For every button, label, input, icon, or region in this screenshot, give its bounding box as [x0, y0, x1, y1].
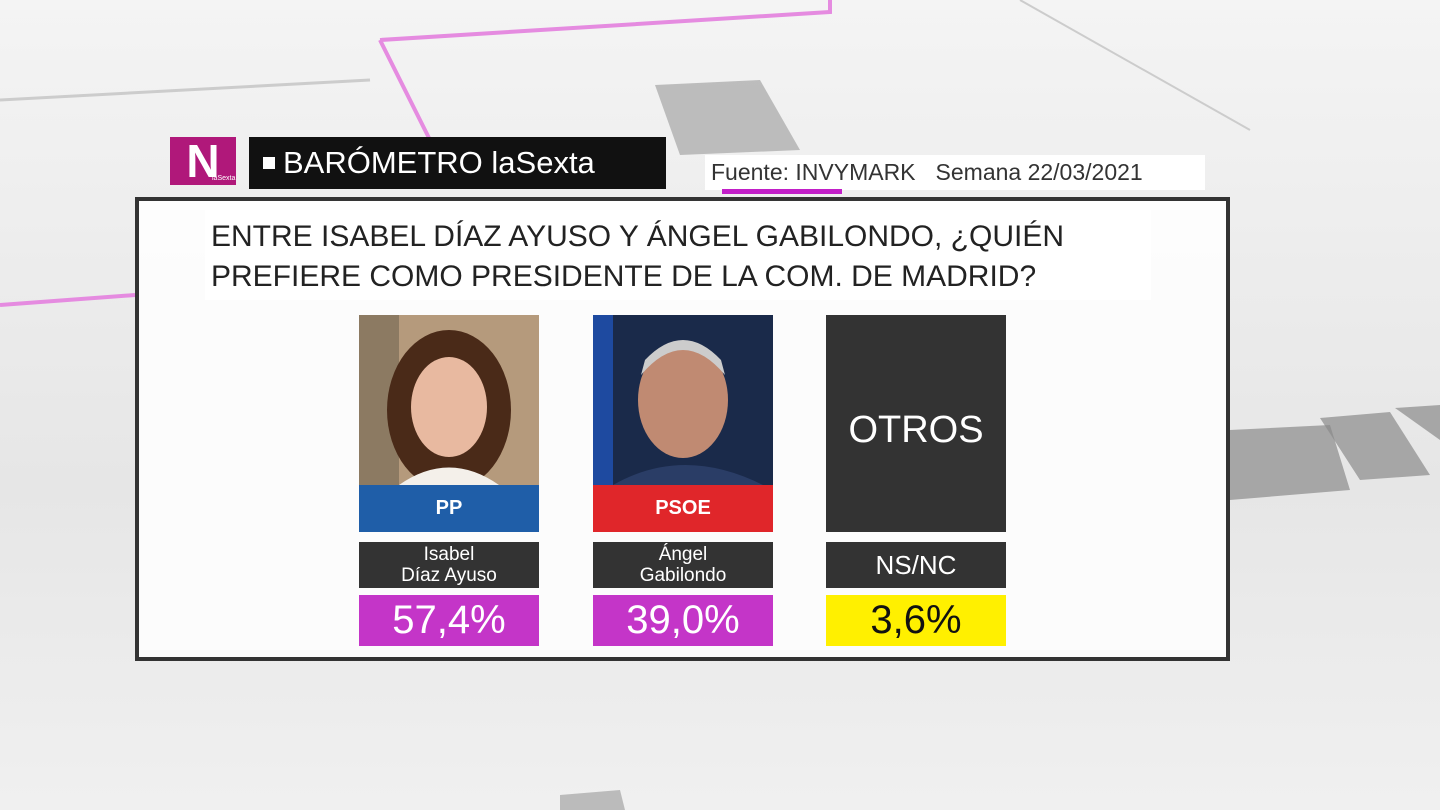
result: 3,6% [826, 595, 1006, 646]
result: 39,0% [593, 595, 773, 646]
channel-logo: N [170, 137, 236, 185]
question-line: PREFIERE COMO PRESIDENTE DE LA COM. DE M… [211, 260, 1037, 293]
week: Semana 22/03/2021 [935, 159, 1143, 185]
name-line: Díaz Ayuso [401, 565, 497, 586]
candidate-name: Isabel Díaz Ayuso [359, 542, 539, 588]
result: 57,4% [359, 595, 539, 646]
candidate-photo [593, 315, 773, 485]
name-line: NS/NC [875, 550, 957, 580]
party-badge: PP [359, 485, 539, 532]
title: BARÓMETRO laSexta [249, 137, 666, 189]
name-line: Isabel [423, 544, 475, 565]
candidate-name: Ángel Gabilondo [593, 542, 773, 588]
other-card: OTROS [826, 315, 1006, 532]
party-badge: PSOE [593, 485, 773, 532]
source-box: Fuente: INVYMARK Semana 22/03/2021 [705, 155, 1205, 190]
channel-logo-sub: laSexta [212, 175, 236, 182]
title-text: BARÓMETRO laSexta [283, 145, 595, 180]
option-name: NS/NC [826, 542, 1006, 588]
name-line: Gabilondo [639, 565, 727, 586]
source-accent [722, 189, 842, 194]
question-line: ENTRE ISABEL DÍAZ AYUSO Y ÁNGEL GABILOND… [211, 220, 1065, 253]
name-line: Ángel [658, 544, 708, 565]
source: Fuente: INVYMARK [711, 159, 916, 185]
question: ENTRE ISABEL DÍAZ AYUSO Y ÁNGEL GABILOND… [205, 210, 1151, 300]
candidate-photo [359, 315, 539, 485]
